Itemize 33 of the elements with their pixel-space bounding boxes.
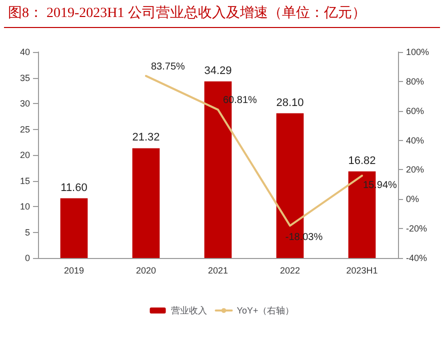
y2-tick-label: -40% bbox=[406, 253, 428, 263]
bar bbox=[132, 148, 160, 258]
data-label: 34.29 bbox=[204, 64, 232, 77]
data-label: 11.60 bbox=[60, 182, 88, 194]
x-tick-label: 2019 bbox=[64, 266, 84, 276]
y-tick-label: 20 bbox=[20, 150, 30, 160]
data-label: 28.10 bbox=[276, 96, 304, 109]
x-tick-label: 2022 bbox=[280, 266, 300, 276]
y-tick-label: 35 bbox=[20, 72, 30, 83]
y2-tick-label: 60% bbox=[406, 106, 424, 116]
y2-tick-label: 0% bbox=[406, 194, 420, 204]
y-tick-label: 40 bbox=[20, 47, 30, 57]
x-tick-label: 2020 bbox=[136, 266, 156, 276]
bar bbox=[60, 198, 88, 258]
y2-tick-label: 20% bbox=[406, 164, 424, 175]
y-tick-label: 0 bbox=[24, 253, 30, 263]
y2-tick-label: 80% bbox=[406, 76, 424, 86]
data-label: 21.32 bbox=[132, 132, 160, 144]
y-tick-label: 30 bbox=[20, 98, 30, 108]
y-tick-label: 25 bbox=[20, 124, 30, 134]
y-tick-label: 15 bbox=[20, 176, 30, 186]
y2-tick-label: 100% bbox=[406, 47, 430, 57]
data-label: 83.75% bbox=[151, 61, 186, 72]
x-tick-label: 2021 bbox=[208, 266, 228, 276]
y2-tick-label: 40% bbox=[406, 135, 424, 146]
y-tick-label: 10 bbox=[20, 202, 30, 212]
legend-label: 营业收入 bbox=[170, 306, 207, 316]
legend-label: YoY+（右轴） bbox=[236, 306, 294, 316]
x-tick-label: 2023H1 bbox=[346, 266, 378, 276]
chart-title: 图8： 2019-2023H1 公司营业总收入及增速（单位：亿元） bbox=[8, 4, 366, 22]
y-tick-label: 5 bbox=[24, 227, 30, 238]
data-label: 16.82 bbox=[348, 154, 376, 167]
y2-tick-label: -20% bbox=[406, 224, 428, 234]
